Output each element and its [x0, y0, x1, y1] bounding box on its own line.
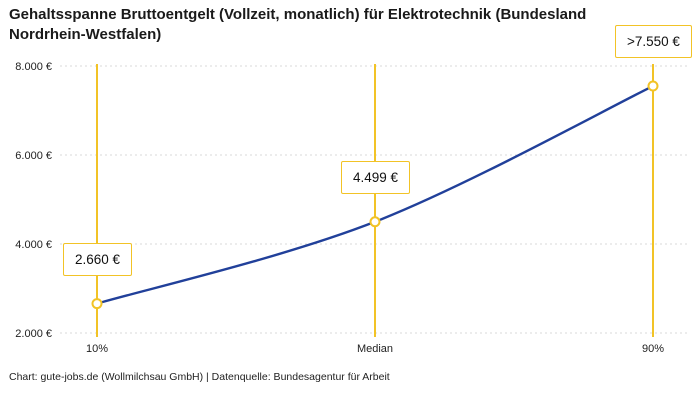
x-tick-label: Median [357, 343, 393, 355]
page-title: Gehaltsspanne Bruttoentgelt (Vollzeit, m… [9, 6, 587, 43]
data-point-median [369, 216, 381, 228]
x-tick-label: 90% [642, 343, 664, 355]
y-tick-label: 8.000 € [15, 61, 52, 73]
x-tick-label: 10% [86, 343, 108, 355]
y-tick-label: 4.000 € [15, 239, 52, 251]
chart-caption: Chart: gute-jobs.de (Wollmilchsau GmbH) … [9, 371, 390, 383]
data-point-10 [91, 298, 103, 310]
y-tick-label: 2.000 € [15, 328, 52, 340]
data-point-90 [647, 80, 659, 92]
y-tick-label: 6.000 € [15, 150, 52, 162]
